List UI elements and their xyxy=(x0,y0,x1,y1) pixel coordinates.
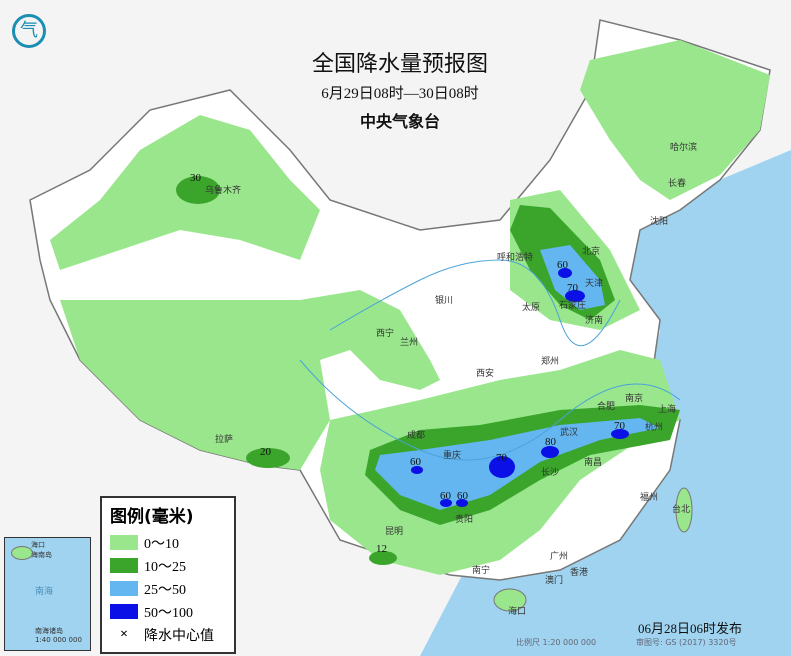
city-label: 西安 xyxy=(476,369,495,379)
city-label: 杭州 xyxy=(645,423,664,433)
rain-center-value: 60 xyxy=(440,490,451,502)
legend-swatch xyxy=(110,581,138,596)
issuer: 中央气象台 xyxy=(359,112,440,131)
cma-logo: 气 xyxy=(12,14,46,48)
rain-center-value: 20 xyxy=(260,446,271,458)
inset-label: 南海诸岛 xyxy=(35,627,63,635)
city-label: 台北 xyxy=(672,505,691,515)
hainan-island xyxy=(493,588,527,612)
inset-label: 海南岛 xyxy=(31,551,52,559)
rain-10-25-xinjiang xyxy=(176,176,220,204)
rain-center-value: 70 xyxy=(614,420,625,432)
city-label: 广州 xyxy=(550,552,569,562)
rain-10-25-yunnan xyxy=(369,551,397,565)
legend-label: 25～50 xyxy=(144,582,186,598)
legend-item: 0～10 xyxy=(110,531,226,554)
city-label: 贵阳 xyxy=(455,515,474,525)
legend-swatch xyxy=(110,604,138,619)
city-label: 哈尔滨 xyxy=(670,143,698,153)
city-label: 南京 xyxy=(625,394,644,404)
city-label: 石家庄 xyxy=(559,301,587,311)
rain-50-100 xyxy=(611,429,629,439)
rain-50-100 xyxy=(541,446,559,458)
inset-label: 南海 xyxy=(35,587,54,597)
rain-50-100 xyxy=(558,268,572,278)
city-label: 乌鲁木齐 xyxy=(205,186,242,196)
legend-item: 25～50 xyxy=(110,577,226,600)
yangtze-river xyxy=(299,359,681,461)
city-label: 昆明 xyxy=(385,527,404,537)
city-label: 沈阳 xyxy=(650,217,669,227)
city-label: 海口 xyxy=(508,607,527,617)
city-label: 济南 xyxy=(585,316,604,326)
rain-0-10-main xyxy=(60,290,440,470)
city-label: 上海 xyxy=(658,405,677,415)
legend-label: 0～10 xyxy=(144,536,179,552)
legend-item: 10～25 xyxy=(110,554,226,577)
city-label: 合肥 xyxy=(597,402,616,412)
rain-center-value: 60 xyxy=(457,490,468,502)
yellow-river xyxy=(329,259,621,347)
city-label: 南昌 xyxy=(584,458,603,468)
rain-center-value: 70 xyxy=(567,282,578,294)
rain-50-100 xyxy=(440,499,452,507)
map-title: 全国降水量预报图 xyxy=(311,52,488,77)
legend-swatch xyxy=(110,558,138,573)
rain-25-50-north xyxy=(540,245,605,310)
rain-25-50-yangtze xyxy=(375,418,660,510)
city-label: 香港 xyxy=(570,568,589,578)
rain-0-10-northeast xyxy=(580,40,770,200)
cross-icon: × xyxy=(120,626,128,642)
legend-item: 50～100 xyxy=(110,600,226,623)
city-label: 成都 xyxy=(407,431,426,441)
rain-center-value: 30 xyxy=(190,172,201,184)
city-label: 长春 xyxy=(668,179,687,189)
issue-time: 06月28日06时发布 xyxy=(638,621,743,636)
rain-50-100 xyxy=(565,290,585,302)
rain-50-100 xyxy=(411,466,423,474)
sea-area xyxy=(420,150,791,656)
rain-center-value: 70 xyxy=(496,452,507,464)
legend-swatch xyxy=(110,535,138,550)
inset-hainan xyxy=(11,546,33,560)
city-label: 澳门 xyxy=(545,576,564,586)
rain-50-100 xyxy=(489,456,515,478)
legend-item: × 降水中心值 xyxy=(110,623,226,646)
city-label: 福州 xyxy=(640,493,659,503)
city-label: 兰州 xyxy=(400,338,419,348)
city-label: 武汉 xyxy=(560,428,579,438)
rain-center-value: 60 xyxy=(557,259,568,271)
map-approval-number: 审图号: GS (2017) 3320号 xyxy=(636,638,737,647)
forecast-period: 6月29日08时—30日08时 xyxy=(321,86,479,102)
rain-50-100 xyxy=(456,499,468,507)
taiwan-island xyxy=(675,487,693,533)
legend-label: 50～100 xyxy=(144,605,193,621)
city-label: 天津 xyxy=(585,279,604,289)
city-label: 长沙 xyxy=(541,468,560,478)
city-label: 太原 xyxy=(522,303,541,313)
legend-title: 图例(毫米) xyxy=(110,507,194,527)
rain-center-value: 60 xyxy=(410,456,421,468)
rain-10-25-tibet xyxy=(246,448,290,468)
city-label: 银川 xyxy=(435,296,454,306)
city-label: 北京 xyxy=(582,247,601,257)
city-label: 呼和浩特 xyxy=(497,253,534,263)
rain-center-value: 80 xyxy=(545,436,556,448)
city-label: 西宁 xyxy=(376,329,395,339)
legend-label: 10～25 xyxy=(144,559,186,575)
map-scale: 比例尺 1:20 000 000 xyxy=(516,638,597,647)
legend: 图例(毫米) 0～10 10～25 25～50 50～100 × 降水中心值 xyxy=(100,496,236,654)
city-label: 南宁 xyxy=(472,566,491,576)
city-label: 拉萨 xyxy=(215,435,234,445)
legend-label: 降水中心值 xyxy=(144,628,214,644)
rain-center-value: 12 xyxy=(376,543,387,555)
inset-label: 海口 xyxy=(31,541,45,549)
inset-label: 1:40 000 000 xyxy=(35,636,82,644)
city-label: 郑州 xyxy=(541,357,560,367)
city-label: 重庆 xyxy=(443,451,462,461)
south-china-sea-inset: 海口 海南岛 南海 南海诸岛 1:40 000 000 xyxy=(4,537,91,651)
